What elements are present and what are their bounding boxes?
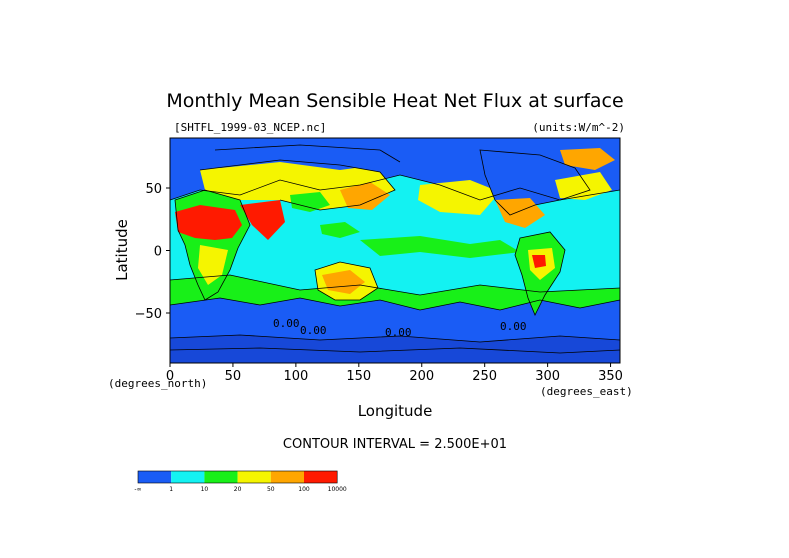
colorbar-label: 20 bbox=[234, 486, 242, 493]
x-tick-label: 200 bbox=[409, 369, 434, 384]
colorbar-swatch bbox=[237, 471, 271, 483]
colorbar-label: -∞ bbox=[134, 486, 141, 493]
contour-label: 0.00 bbox=[300, 324, 327, 337]
north-pacific-warm bbox=[418, 180, 500, 215]
file-label: [SHTFL_1999-03_NCEP.nc] bbox=[174, 121, 326, 134]
colorbar-label: 100 bbox=[298, 486, 310, 493]
south-green-band bbox=[170, 275, 620, 310]
contour-interval: CONTOUR INTERVAL = 2.500E+01 bbox=[283, 437, 507, 452]
y-tick-label: 0 bbox=[154, 245, 162, 260]
flux-map bbox=[170, 138, 620, 363]
maritime-continent bbox=[320, 222, 360, 238]
colorbar-border bbox=[137, 470, 338, 484]
east-asia-orange bbox=[340, 182, 390, 210]
colorbar-swatch bbox=[304, 471, 338, 483]
north-america-orange bbox=[495, 198, 545, 228]
greenland-warm bbox=[560, 148, 615, 170]
x-tick-label: 100 bbox=[283, 369, 308, 384]
x-unit-note: (degrees_east) bbox=[540, 385, 633, 398]
y-unit-note: (degrees_north) bbox=[108, 377, 207, 390]
colorbar: -∞ 1 10 20 50 100 10000 bbox=[134, 470, 347, 493]
sahara-hot bbox=[175, 205, 242, 240]
x-axis-label: Longitude bbox=[358, 402, 433, 420]
tibet-green bbox=[290, 192, 330, 212]
atlantic-warm bbox=[555, 172, 612, 200]
tropical-green-patch bbox=[360, 236, 520, 258]
y-tick-label: 50 bbox=[145, 182, 162, 197]
colorbar-label: 10000 bbox=[328, 486, 347, 493]
colorbar-swatch bbox=[171, 471, 205, 483]
chart-title: Monthly Mean Sensible Heat Net Flux at s… bbox=[166, 90, 623, 112]
south-america-hot bbox=[532, 255, 546, 268]
y-axis-label: Latitude bbox=[113, 219, 131, 281]
siberia-cold bbox=[215, 145, 400, 170]
colorbar-swatch bbox=[204, 471, 238, 483]
colorbar-swatch bbox=[270, 471, 304, 483]
x-tick-label: 0 bbox=[166, 369, 174, 384]
units-label: (units:W/m^-2) bbox=[532, 121, 625, 134]
colorbar-label: 50 bbox=[267, 486, 275, 493]
colorbar-label: 10 bbox=[201, 486, 209, 493]
x-tick-label: 250 bbox=[472, 369, 497, 384]
contour-label: 0.00 bbox=[273, 317, 300, 330]
antarctic-ice bbox=[170, 335, 620, 363]
contour-label: 0.00 bbox=[385, 326, 412, 339]
arabia-india bbox=[240, 200, 285, 240]
colorbar-swatch bbox=[138, 471, 172, 483]
y-tick-label: −50 bbox=[135, 307, 162, 322]
australia-hot bbox=[322, 270, 365, 294]
south-africa-yellow bbox=[198, 245, 228, 285]
x-tick-label: 150 bbox=[346, 369, 371, 384]
contour-lines bbox=[170, 144, 620, 354]
contour-label: 0.00 bbox=[500, 320, 527, 333]
axes: 0 50 100 150 200 250 300 350 50 0 −50 bbox=[135, 182, 623, 384]
x-tick-label: 50 bbox=[225, 369, 242, 384]
colorbar-label: 1 bbox=[169, 486, 173, 493]
x-tick-label: 350 bbox=[598, 369, 623, 384]
x-tick-label: 300 bbox=[535, 369, 560, 384]
